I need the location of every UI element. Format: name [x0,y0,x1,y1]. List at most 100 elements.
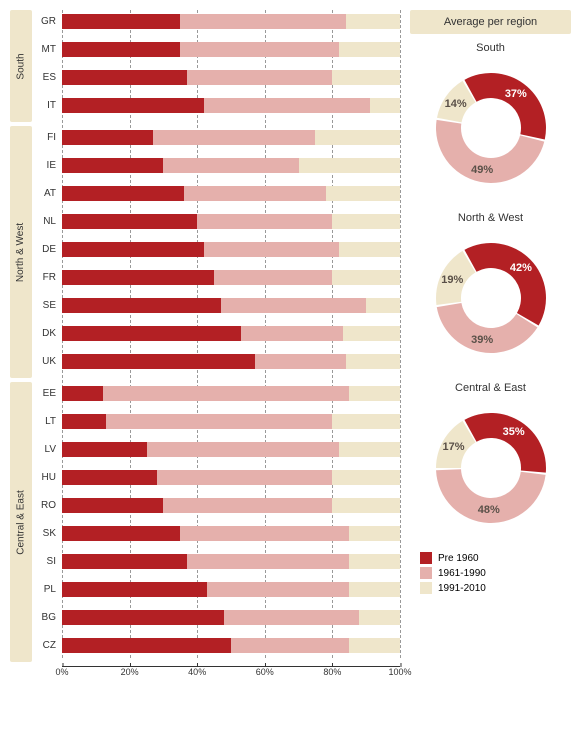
bar-segment [366,298,400,313]
bar-segment [326,186,400,201]
donut-wrap: 37%49%14% [421,58,561,198]
legend-label: Pre 1960 [438,553,479,564]
bar-track [62,582,400,597]
donut-slice [464,243,546,326]
bar-segment [332,214,400,229]
bar-row: CZ [34,634,400,657]
bar-row: FI [34,126,400,149]
country-code: BG [34,612,62,623]
bar-track [62,70,400,85]
donut-title: South [410,42,571,54]
bar-segment [197,214,332,229]
bar-segment [62,130,153,145]
country-code: SI [34,556,62,567]
bar-segment [332,270,400,285]
donut-block: North & West 42%39%19% [410,212,571,368]
bar-track [62,386,400,401]
bar-segment [349,638,400,653]
legend-row: Pre 1960 [420,552,571,564]
bar-segment [163,158,298,173]
donut-slice [464,73,546,139]
donut-slice-label: 37% [505,88,527,100]
x-tick: 80% [323,667,341,677]
bar-track [62,442,400,457]
bar-row: HU [34,466,400,489]
bar-track [62,526,400,541]
bar-row: RO [34,494,400,517]
region-group: North & West FI IE AT NL DE FR SE DK UK [10,126,400,378]
bar-segment [163,498,332,513]
bar-track [62,186,400,201]
legend-label: 1991-2010 [438,583,486,594]
country-code: SK [34,528,62,539]
country-code: SE [34,300,62,311]
bar-segment [339,42,400,57]
region-label-wrap: Central & East [10,382,32,662]
legend-row: 1991-2010 [420,582,571,594]
legend: Pre 1960 1961-1990 1991-2010 [420,552,571,594]
donut-slice-label: 42% [510,262,532,274]
bar-row: NL [34,210,400,233]
region-group: Central & East EE LT LV HU RO SK SI PL B [10,382,400,662]
bar-segment [370,98,400,113]
bar-segment [62,554,187,569]
bar-segment [315,130,400,145]
bar-row: AT [34,182,400,205]
bar-segment [62,386,103,401]
country-code: MT [34,44,62,55]
bars-block: FI IE AT NL DE FR SE DK UK [34,126,400,378]
bar-segment [62,42,180,57]
country-code: DE [34,244,62,255]
country-code: NL [34,216,62,227]
bar-track [62,130,400,145]
bar-segment [346,14,400,29]
right-panel: Average per region South 37%49%14% North… [410,10,571,686]
bar-segment [62,214,197,229]
bar-segment [184,186,326,201]
legend-swatch [420,552,432,564]
country-code: UK [34,356,62,367]
bar-track [62,298,400,313]
country-code: PL [34,584,62,595]
bar-track [62,14,400,29]
bar-track [62,470,400,485]
bar-segment [62,470,157,485]
donut-wrap: 35%48%17% [421,398,561,538]
bar-track [62,158,400,173]
country-code: DK [34,328,62,339]
bar-row: DE [34,238,400,261]
bar-segment [349,582,400,597]
country-code: RO [34,500,62,511]
bar-segment [187,70,332,85]
bar-segment [62,158,163,173]
x-tick: 60% [256,667,274,677]
region-label: North & West [16,222,27,281]
donut-svg [421,398,561,538]
bar-track [62,42,400,57]
bar-segment [103,386,350,401]
country-code: ES [34,72,62,83]
bar-track [62,326,400,341]
bar-segment [207,582,349,597]
country-code: GR [34,16,62,27]
bar-segment [62,610,224,625]
bar-row: SK [34,522,400,545]
bar-row: SE [34,294,400,317]
donut-wrap: 42%39%19% [421,228,561,368]
bar-segment [62,186,184,201]
donut-title: Central & East [410,382,571,394]
bar-segment [157,470,333,485]
bar-row: SI [34,550,400,573]
bar-segment [349,386,400,401]
bar-segment [62,70,187,85]
bar-row: PL [34,578,400,601]
region-label: South [16,53,27,79]
bar-segment [221,298,366,313]
country-code: FI [34,132,62,143]
legend-label: 1961-1990 [438,568,486,579]
bar-segment [62,354,255,369]
country-code: AT [34,188,62,199]
bar-track [62,242,400,257]
bar-segment [62,326,241,341]
legend-swatch [420,582,432,594]
